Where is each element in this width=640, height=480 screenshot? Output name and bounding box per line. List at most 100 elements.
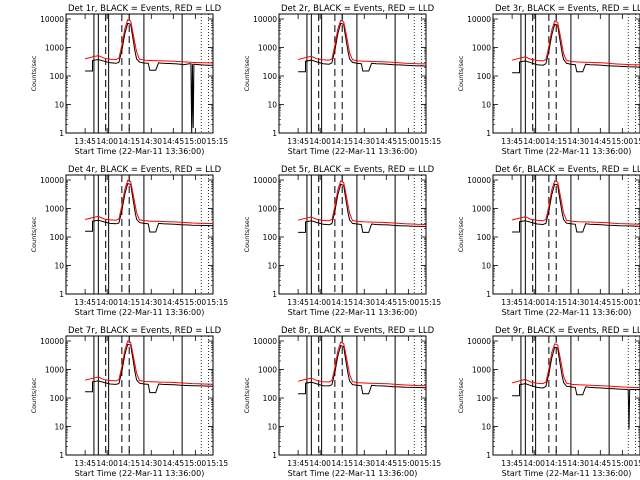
y-tick-label: 1 [486, 290, 491, 299]
y-tick-label: 100 [477, 394, 492, 403]
y-tick-label: 100 [50, 72, 65, 81]
events-rate-line [85, 343, 214, 394]
y-tick-label: 1000 [258, 205, 277, 214]
x-tick-label: 15:15 [420, 298, 442, 307]
x-tick-label: 14:45 [375, 298, 397, 307]
panel-title: Det 4r, BLACK = Events, RED = LLD [68, 165, 222, 175]
panel-title: Det 3r, BLACK = Events, RED = LLD [495, 4, 640, 14]
x-tick-label: 14:30 [567, 298, 589, 307]
lld-rate-line [297, 341, 427, 387]
x-tick-label: 15:15 [420, 137, 442, 146]
y-tick-label: 1000 [45, 44, 64, 53]
y-tick-label: 1 [59, 451, 64, 460]
x-tick-label: 13:45 [74, 298, 96, 307]
x-tick-label: 14:15 [545, 137, 567, 146]
y-tick-label: 10 [481, 423, 491, 432]
x-tick-label: 14:30 [140, 298, 162, 307]
plot-frame [492, 174, 640, 295]
events-rate-line [512, 346, 640, 430]
x-axis-label: Start Time (22-Mar-11 13:36:00) [75, 308, 205, 317]
x-tick-label: 15:00 [398, 137, 420, 146]
panel-title: Det 5r, BLACK = Events, RED = LLD [281, 165, 435, 175]
panel-title: Det 7r, BLACK = Events, RED = LLD [68, 326, 222, 336]
x-tick-label: 14:30 [567, 137, 589, 146]
events-rate-line [512, 183, 640, 233]
chart-panel-4: 1 10 100 1000 10000 13:45 14:00 14:15 14:30 14:45… [30, 165, 228, 317]
y-tick-label: 10 [267, 423, 277, 432]
x-tick-label: 14:00 [96, 298, 118, 307]
y-tick-label: 1 [272, 129, 277, 138]
x-tick-label: 14:00 [309, 298, 331, 307]
chart-panel-5: 1 10 100 1000 10000 13:45 14:00 14:15 14:30 14:45… [243, 165, 441, 317]
y-axis-label: Counts/sec [30, 55, 38, 91]
y-tick-label: 1000 [472, 366, 491, 375]
y-tick-label: 1000 [258, 366, 277, 375]
x-tick-label: 14:30 [353, 459, 375, 468]
x-tick-label: 14:30 [140, 137, 162, 146]
lld-rate-line [511, 343, 640, 389]
y-axis-label: Counts/sec [243, 55, 251, 91]
x-tick-label: 14:45 [589, 137, 611, 146]
plot-frame [278, 335, 427, 456]
x-tick-label: 15:15 [634, 137, 640, 146]
y-tick-label: 10 [481, 262, 491, 271]
y-axis-label: Counts/sec [30, 377, 38, 413]
x-tick-label: 15:00 [185, 459, 207, 468]
x-axis-label: Start Time (22-Mar-11 13:36:00) [502, 469, 632, 478]
chart-panel-8: 1 10 100 1000 10000 13:45 14:00 14:15 14:30 14:45… [243, 326, 441, 478]
chart-panel-9: 1 10 100 1000 10000 13:45 14:00 14:15 14:30 14:45… [457, 326, 640, 478]
x-tick-label: 14:00 [309, 137, 331, 146]
x-tick-label: 14:00 [523, 459, 545, 468]
chart-panel-1: 1 10 100 1000 10000 13:45 14:00 14:15 14:30 14:45… [30, 4, 228, 156]
x-tick-label: 13:45 [287, 459, 309, 468]
x-axis-label: Start Time (22-Mar-11 13:36:00) [75, 147, 205, 156]
x-axis-label: Start Time (22-Mar-11 13:36:00) [75, 469, 205, 478]
x-tick-label: 14:00 [309, 459, 331, 468]
plot-frame [65, 174, 214, 295]
x-axis-label: Start Time (22-Mar-11 13:36:00) [502, 308, 632, 317]
y-tick-label: 10000 [467, 337, 491, 346]
x-tick-label: 14:45 [162, 459, 184, 468]
plot-frame [65, 13, 214, 134]
y-axis-label: Counts/sec [457, 377, 465, 413]
y-tick-label: 10 [267, 262, 277, 271]
panel-title: Det 1r, BLACK = Events, RED = LLD [68, 4, 222, 14]
y-tick-label: 10000 [253, 337, 277, 346]
x-tick-label: 15:15 [207, 137, 229, 146]
x-tick-label: 14:00 [523, 137, 545, 146]
y-tick-label: 10 [54, 101, 64, 110]
x-tick-label: 14:30 [567, 459, 589, 468]
y-tick-label: 10 [54, 262, 64, 271]
panel-title: Det 6r, BLACK = Events, RED = LLD [495, 165, 640, 175]
plot-frame [278, 13, 427, 134]
y-tick-label: 10000 [253, 176, 277, 185]
chart-panel-6: 1 10 100 1000 10000 13:45 14:00 14:15 14:30 14:45… [457, 165, 640, 317]
x-axis-label: Start Time (22-Mar-11 13:36:00) [288, 469, 418, 478]
y-axis-label: Counts/sec [30, 216, 38, 252]
events-rate-line [512, 23, 640, 74]
panel-title: Det 8r, BLACK = Events, RED = LLD [281, 326, 435, 336]
x-tick-label: 15:15 [634, 298, 640, 307]
x-tick-label: 14:30 [353, 137, 375, 146]
events-rate-line [298, 344, 427, 395]
y-tick-label: 1 [272, 451, 277, 460]
chart-panel-3: 1 10 100 1000 10000 13:45 14:00 14:15 14:30 14:45… [457, 4, 640, 156]
x-tick-label: 14:15 [118, 459, 140, 468]
x-tick-label: 14:45 [589, 459, 611, 468]
x-tick-label: 14:15 [331, 298, 353, 307]
x-tick-label: 13:45 [287, 137, 309, 146]
x-tick-label: 15:00 [612, 298, 634, 307]
x-axis-label: Start Time (22-Mar-11 13:36:00) [502, 147, 632, 156]
x-tick-label: 13:45 [501, 298, 523, 307]
y-tick-label: 10 [267, 101, 277, 110]
x-tick-label: 15:15 [420, 459, 442, 468]
y-tick-label: 10000 [40, 176, 64, 185]
x-tick-label: 14:00 [96, 137, 118, 146]
x-tick-label: 13:45 [287, 298, 309, 307]
y-tick-label: 10000 [40, 15, 64, 24]
y-tick-label: 10 [54, 423, 64, 432]
x-tick-label: 14:45 [162, 137, 184, 146]
y-tick-label: 1000 [472, 205, 491, 214]
x-tick-label: 15:00 [398, 459, 420, 468]
events-rate-line [85, 22, 213, 134]
